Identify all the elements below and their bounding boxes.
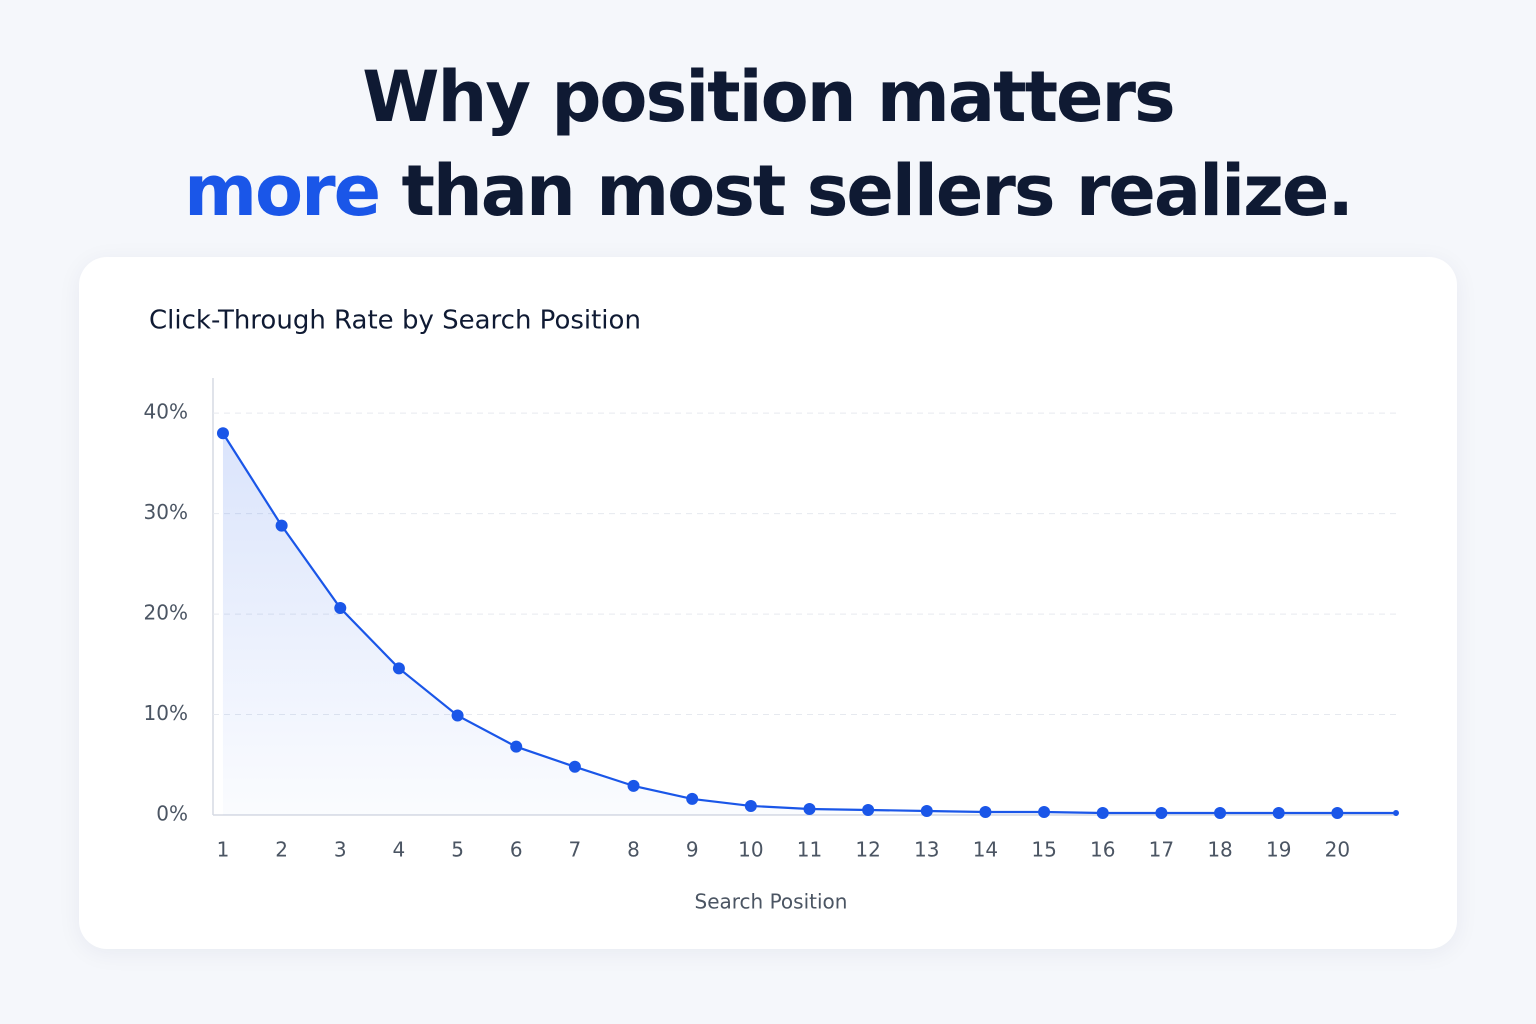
point	[510, 740, 523, 753]
point	[803, 802, 816, 815]
point	[862, 803, 875, 816]
point	[686, 792, 699, 805]
x-tick-label: 6	[510, 838, 523, 862]
point	[451, 709, 464, 722]
point	[1272, 806, 1285, 819]
point	[392, 662, 405, 675]
x-tick-label: 1	[217, 838, 230, 862]
x-tick-label: 18	[1207, 838, 1232, 862]
x-tick-label: 4	[393, 838, 406, 862]
x-tick-label: 7	[569, 838, 582, 862]
headline-line1: Why position matters	[362, 56, 1175, 138]
point	[1331, 806, 1344, 819]
point	[627, 779, 640, 792]
point	[979, 805, 992, 818]
point	[1096, 806, 1109, 819]
point	[568, 760, 581, 773]
point	[334, 602, 347, 615]
x-tick-label: 20	[1325, 838, 1350, 862]
headline: Why position matters more than most selle…	[0, 50, 1536, 238]
x-axis-label: Search Position	[695, 890, 848, 914]
y-tick-label: 40%	[144, 400, 188, 424]
x-tick-label: 19	[1266, 838, 1291, 862]
headline-line2: than most sellers realize.	[401, 150, 1353, 232]
x-tick-label: 12	[855, 838, 880, 862]
x-tick-label: 15	[1031, 838, 1056, 862]
chart-title: Click-Through Rate by Search Position	[149, 306, 641, 336]
x-tick-label: 2	[275, 838, 288, 862]
point	[744, 799, 757, 812]
point	[920, 804, 933, 817]
x-tick-label: 11	[797, 838, 822, 862]
y-tick-label: 30%	[144, 500, 188, 524]
x-tick-label: 9	[686, 838, 699, 862]
point	[1393, 809, 1399, 816]
x-tick-label: 16	[1090, 838, 1115, 862]
y-tick-label: 0%	[156, 802, 188, 826]
x-tick-label: 3	[334, 838, 347, 862]
point	[1214, 806, 1227, 819]
y-tick-label: 10%	[144, 701, 188, 725]
x-tick-label: 8	[627, 838, 640, 862]
area	[222, 433, 1397, 815]
point	[216, 427, 229, 440]
headline-highlight: more	[184, 150, 381, 232]
point	[1038, 805, 1051, 818]
point	[1155, 806, 1168, 819]
x-tick-label: 5	[451, 838, 464, 862]
x-tick-label: 13	[914, 838, 939, 862]
x-tick-label: 17	[1149, 838, 1174, 862]
point	[275, 519, 288, 532]
x-tick-label: 10	[738, 838, 763, 862]
x-tick-label: 14	[973, 838, 998, 862]
y-tick-label: 20%	[144, 601, 188, 625]
